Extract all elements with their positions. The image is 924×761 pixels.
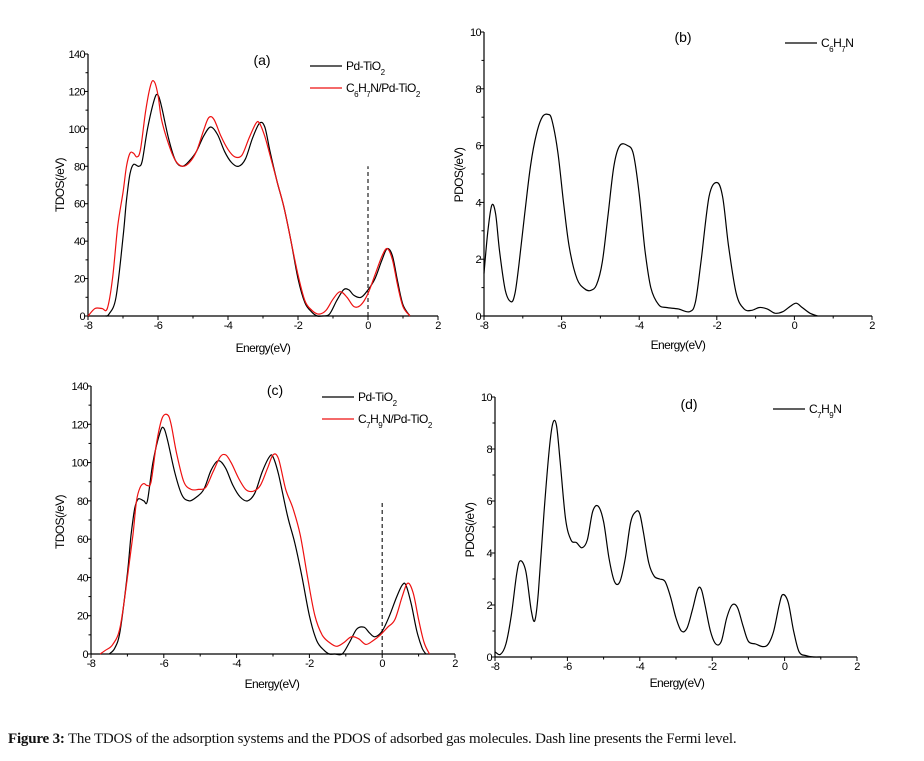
y-tick-label: 2 <box>475 254 481 266</box>
x-tick-label: 0 <box>782 661 788 673</box>
legend-entry: C7H9N/Pd-TiO2 <box>322 412 433 430</box>
y-tick-label: 10 <box>481 392 493 404</box>
x-tick-label: -2 <box>713 320 722 332</box>
series-line-pd-tio2 <box>105 93 411 317</box>
panel-label: (a) <box>253 52 270 68</box>
x-tick-label: -6 <box>563 661 572 673</box>
series-line-c7h9n <box>494 419 821 658</box>
x-tick-label: -6 <box>154 320 163 332</box>
y-axis-title: TDOS(/eV) <box>53 494 67 549</box>
panel-a: -8 -6 -4 -2 0 2020406080100120140Energy(eV)TD… <box>53 49 442 355</box>
y-tick-label: 6 <box>486 496 492 508</box>
y-tick-label: 60 <box>74 199 86 211</box>
y-tick-label: 120 <box>68 86 85 98</box>
panel-b: -8 -6 -4 -2 0 2 0 2 4 6 8 10 Energy(eV) PDOS(/eV) (b) C… <box>452 27 876 352</box>
legend-label: Pd-TiO2 <box>358 390 398 408</box>
y-tick-label: 6 <box>475 141 481 153</box>
y-tick-label: 20 <box>77 611 89 623</box>
series-line-c6h7n-pd-tio2 <box>87 79 411 317</box>
x-tick-label: -8 <box>84 320 93 332</box>
legend-entry: C6H7N/Pd-TiO2 <box>310 81 421 99</box>
x-tick-label: 0 <box>792 320 798 332</box>
x-tick-label: -4 <box>636 661 645 673</box>
y-tick-label: 20 <box>74 274 86 286</box>
caption-text: The TDOS of the adsorption systems and t… <box>64 731 737 747</box>
y-tick-label: 140 <box>68 49 85 61</box>
x-axis-title: Energy(eV) <box>245 677 300 691</box>
y-tick-label: 0 <box>486 652 492 664</box>
legend-entry: C6H7N <box>785 36 854 54</box>
x-tick-label: 0 <box>379 658 385 670</box>
legend-entry: C7H9N <box>773 402 842 420</box>
legend-label: C7H9N/Pd-TiO2 <box>358 412 433 430</box>
y-tick-label: 100 <box>71 458 88 470</box>
x-tick-label: 2 <box>854 661 860 673</box>
x-tick-label: -4 <box>232 658 241 670</box>
x-tick-label: 2 <box>869 320 875 332</box>
y-tick-label: 60 <box>77 534 89 546</box>
figure-caption: Figure 3: The TDOS of the adsorption sys… <box>8 731 737 748</box>
x-tick-label: -4 <box>224 320 233 332</box>
y-tick-label: 100 <box>68 124 85 136</box>
y-tick-label: 4 <box>486 548 492 560</box>
legend-label: C7H9N <box>809 402 841 420</box>
y-tick-label: 0 <box>79 311 85 323</box>
x-axis-title: Energy(eV) <box>651 338 706 352</box>
x-tick-label: -8 <box>87 658 96 670</box>
y-tick-label: 120 <box>71 419 88 431</box>
series-line-c7h9n-pd-tio2 <box>99 413 431 655</box>
legend-entry: Pd-TiO2 <box>310 59 386 77</box>
panel-d: -8 -6 -4 -2 0 2 0 2 4 6 8 10 Energy(eV) PDOS(/eV) (d) C… <box>463 392 861 690</box>
caption-label: Figure 3: <box>8 731 65 747</box>
x-tick-label: -8 <box>491 661 500 673</box>
x-tick-label: 2 <box>435 320 441 332</box>
x-tick-label: -4 <box>635 320 644 332</box>
panel-label: (c) <box>267 382 283 398</box>
y-tick-label: 80 <box>74 161 86 173</box>
x-tick-label: -6 <box>160 658 169 670</box>
y-tick-label: 8 <box>486 444 492 456</box>
y-tick-label: 80 <box>77 496 89 508</box>
x-axis-title: Energy(eV) <box>236 341 291 355</box>
x-tick-label: -2 <box>708 661 717 673</box>
x-tick-label: 2 <box>452 658 458 670</box>
legend-label: Pd-TiO2 <box>346 59 386 77</box>
y-tick-label: 0 <box>82 649 88 661</box>
series-line-pd-tio2 <box>108 426 427 656</box>
y-tick-label: 0 <box>475 311 481 323</box>
x-tick-label: 0 <box>365 320 371 332</box>
y-tick-label: 8 <box>475 84 481 96</box>
y-tick-label: 2 <box>486 600 492 612</box>
x-tick-label: -6 <box>557 320 566 332</box>
panel-c: -8 -6 -4 -2 0 2020406080100120140Energy(eV)TD… <box>53 381 459 691</box>
legend-entry: Pd-TiO2 <box>322 390 398 408</box>
y-axis-title: TDOS(/eV) <box>53 157 67 212</box>
y-axis-title: PDOS(/eV) <box>463 502 477 557</box>
y-tick-label: 40 <box>77 572 89 584</box>
panel-label: (b) <box>674 29 691 45</box>
x-tick-label: -2 <box>305 658 314 670</box>
y-tick-label: 10 <box>470 27 482 39</box>
x-tick-label: -2 <box>294 320 303 332</box>
y-tick-label: 140 <box>71 381 88 393</box>
panel-label: (d) <box>680 396 697 412</box>
legend-label: C6H7N <box>821 36 853 54</box>
series-line-c6h7n <box>483 113 818 317</box>
x-tick-label: -8 <box>480 320 489 332</box>
legend-label: C6H7N/Pd-TiO2 <box>346 81 421 99</box>
x-axis-title: Energy(eV) <box>650 676 705 690</box>
y-tick-label: 4 <box>475 197 481 209</box>
y-axis-title: PDOS(/eV) <box>452 147 466 202</box>
y-tick-label: 40 <box>74 236 86 248</box>
